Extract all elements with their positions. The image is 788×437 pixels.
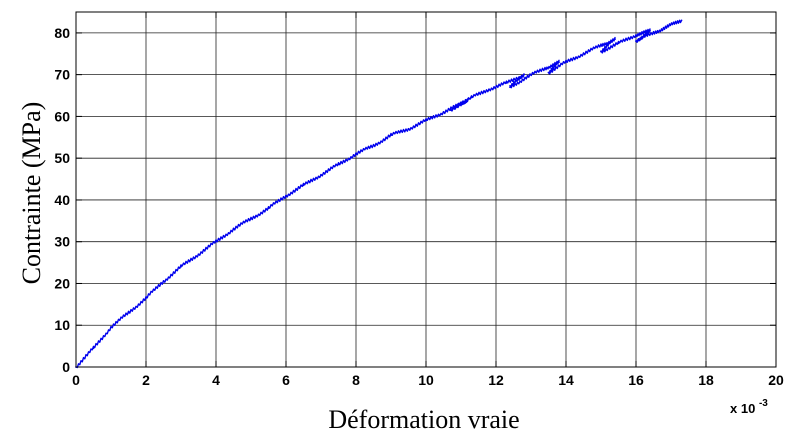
data-point — [302, 184, 305, 187]
data-point — [232, 228, 235, 231]
data-point — [355, 153, 357, 155]
data-point — [614, 38, 616, 41]
data-point — [547, 71, 550, 74]
data-point — [215, 240, 217, 243]
data-point — [600, 50, 602, 53]
y-tick-label: 60 — [54, 108, 70, 124]
x-axis-multiplier-base: x 10 — [730, 401, 755, 416]
x-tick-label: 12 — [488, 372, 504, 388]
data-point — [390, 134, 392, 137]
data-point — [449, 109, 452, 112]
x-tick-label: 10 — [418, 372, 434, 388]
x-tick-label: 8 — [352, 372, 360, 388]
data-point — [526, 75, 529, 78]
data-point — [600, 44, 602, 47]
data-point — [666, 25, 669, 28]
data-point — [372, 144, 375, 147]
data-point — [407, 128, 410, 130]
data-point — [488, 88, 490, 91]
data-point — [649, 29, 651, 32]
grid — [76, 12, 776, 367]
y-tick-label: 20 — [54, 275, 70, 291]
data-point — [320, 173, 322, 176]
data-point — [285, 194, 287, 197]
data-series — [75, 19, 683, 369]
data-point — [197, 253, 200, 256]
data-point — [617, 42, 620, 45]
y-tick-label: 30 — [54, 234, 70, 250]
y-tick-label: 40 — [54, 192, 70, 208]
x-axis-title: Déformation vraie — [328, 405, 519, 434]
data-point — [92, 347, 95, 350]
data-point — [337, 163, 340, 166]
data-point — [110, 326, 112, 329]
x-tick-label: 16 — [628, 372, 644, 388]
data-point — [523, 73, 525, 76]
data-point — [162, 280, 165, 283]
data-point — [505, 82, 508, 84]
data-point — [635, 34, 637, 36]
x-tick-label: 6 — [282, 372, 290, 388]
data-point — [127, 311, 130, 314]
data-point — [565, 61, 567, 64]
data-point — [680, 19, 683, 22]
data-point — [470, 96, 473, 99]
data-point — [180, 265, 182, 268]
data-point — [467, 98, 469, 101]
data-point — [442, 111, 445, 114]
x-tick-label: 14 — [558, 372, 574, 388]
x-axis-multiplier-exponent: -3 — [759, 398, 768, 409]
y-tick-label: 50 — [54, 150, 70, 166]
y-tick-label: 80 — [54, 25, 70, 41]
data-point — [652, 31, 655, 34]
data-point — [267, 207, 270, 210]
x-axis-multiplier: x 10 -3 — [730, 398, 768, 416]
series-line — [75, 19, 683, 369]
data-point — [509, 86, 511, 89]
data-point — [558, 61, 560, 64]
y-axis-title: Contrainte (MPa) — [17, 102, 46, 285]
data-point — [425, 119, 427, 122]
x-tick-label: 2 — [142, 372, 150, 388]
data-point — [250, 217, 252, 220]
x-tick-label: 4 — [212, 372, 220, 388]
data-point — [544, 67, 546, 70]
x-tick-label: 0 — [72, 372, 80, 388]
x-tick-label: 18 — [698, 372, 714, 388]
y-tick-label: 0 — [62, 359, 70, 375]
x-tick-labels: 0 2 4 6 8 10 12 14 16 18 20 — [72, 372, 784, 388]
axis-ticks — [75, 12, 777, 368]
data-point — [635, 40, 637, 43]
data-point — [460, 102, 462, 105]
data-point — [145, 297, 147, 299]
x-tick-label: 20 — [768, 372, 784, 388]
data-point — [582, 52, 585, 55]
y-tick-label: 70 — [54, 67, 70, 83]
y-tick-labels: 0 10 20 30 40 50 60 70 80 — [54, 25, 70, 375]
y-tick-label: 10 — [54, 317, 70, 333]
